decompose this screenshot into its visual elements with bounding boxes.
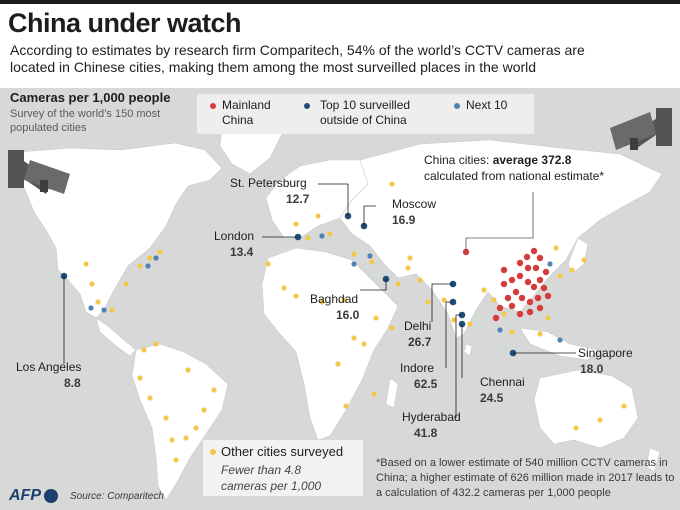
other-cities-legend	[203, 440, 363, 496]
footnote: *Based on a lower estimate of 540 millio…	[376, 457, 675, 499]
city-chennai-value: 24.5	[480, 391, 504, 405]
camera-left-icon	[8, 150, 70, 194]
china-note-suffix: calculated from national estimate*	[424, 169, 605, 183]
other-cities-desc: Fewer than 4.8 cameras per 1,000	[221, 463, 322, 493]
china-note: China cities: average 372.8 calculated f…	[424, 152, 604, 184]
china-note-prefix: China cities:	[424, 153, 493, 167]
city-st-petersburg-name: St. Petersburg	[230, 176, 307, 190]
other-cities-label: Other cities surveyed	[221, 444, 344, 459]
city-hyderabad-name: Hyderabad	[402, 410, 461, 424]
legend	[197, 94, 534, 134]
central-america	[95, 317, 137, 357]
city-los-angeles-value: 8.8	[64, 376, 81, 390]
city-delhi-name: Delhi	[404, 319, 432, 333]
city-baghdad-value: 16.0	[336, 308, 360, 322]
other-cities-dot	[210, 449, 216, 455]
legend-next10-label: Next 10	[466, 98, 508, 112]
world-map	[8, 108, 672, 501]
city-london-name: London	[214, 229, 255, 243]
metric-label: Cameras per 1,000 people	[10, 90, 171, 105]
page-title: China under watch	[8, 8, 242, 38]
afp-logo: AFP	[9, 487, 41, 504]
city-indore-name: Indore	[400, 361, 435, 375]
leader-lines	[63, 183, 576, 418]
next10-dots	[88, 233, 563, 343]
city-singapore-value: 18.0	[580, 362, 604, 376]
city-moscow-value: 16.9	[392, 213, 416, 227]
australia	[533, 369, 639, 449]
city-st-petersburg-value: 12.7	[286, 192, 310, 206]
city-baghdad-name: Baghdad	[310, 292, 359, 306]
north-america	[17, 142, 223, 319]
subtitle: According to estimates by research firm …	[10, 42, 585, 75]
survey-note: Survey of the world’s 150 most populated…	[10, 108, 161, 134]
city-singapore-name: Singapore	[578, 346, 633, 360]
city-london-value: 13.4	[230, 245, 254, 259]
south-america	[131, 343, 229, 501]
legend-mainland-label: Mainland China	[222, 98, 271, 127]
camera-right-icon	[610, 108, 672, 150]
africa	[261, 247, 399, 441]
new-zealand	[645, 447, 661, 473]
city-indore-value: 62.5	[414, 377, 438, 391]
other-cities-dots	[83, 181, 627, 463]
city-los-angeles-name: Los Angeles	[16, 360, 82, 374]
top-bar	[0, 0, 680, 4]
city-delhi-value: 26.7	[408, 335, 432, 349]
japan	[567, 237, 589, 275]
legend-next10-dot	[454, 103, 460, 109]
madagascar	[385, 377, 399, 409]
source: Source: Comparitech	[70, 491, 164, 502]
city-hyderabad-value: 41.8	[414, 426, 438, 440]
city-chennai-name: Chennai	[480, 375, 525, 389]
legend-top10-dot	[304, 103, 310, 109]
legend-top10-label: Top 10 surveilled outside of China	[320, 98, 411, 127]
city-moscow-name: Moscow	[392, 197, 437, 211]
legend-mainland-dot	[210, 103, 216, 109]
afp-logo-circle-icon	[44, 489, 58, 503]
mainland-china-dots	[462, 247, 552, 322]
china-note-average: average 372.8	[492, 153, 572, 167]
sri-lanka	[463, 343, 473, 357]
